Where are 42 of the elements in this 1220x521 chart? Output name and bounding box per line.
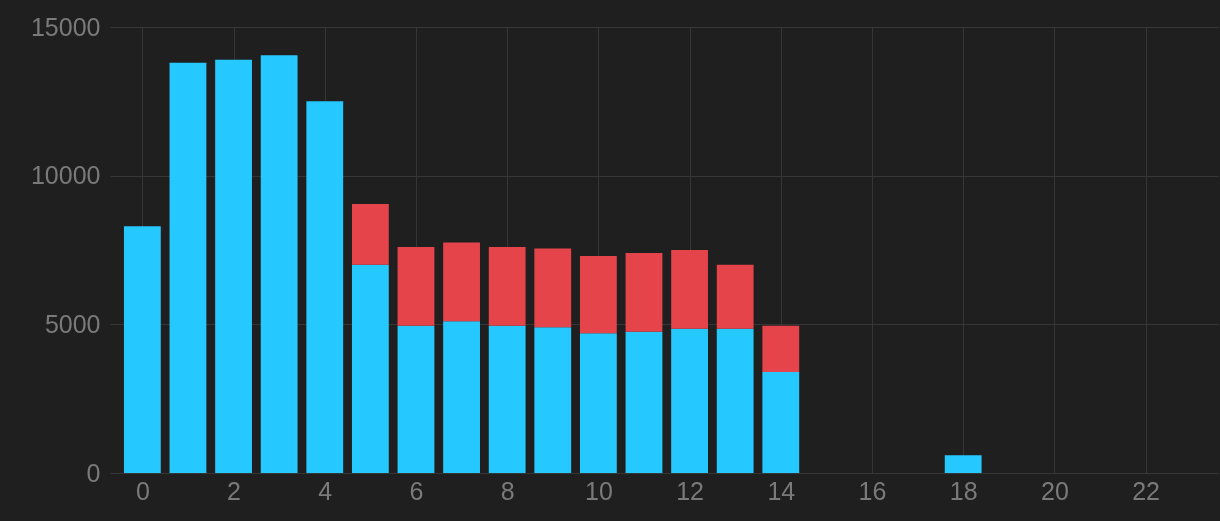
bar — [579, 333, 617, 473]
bar — [488, 247, 526, 326]
x-tick-label: 22 — [1132, 476, 1160, 505]
bar — [169, 62, 207, 473]
bar — [123, 226, 161, 473]
bar — [625, 252, 663, 332]
x-tick-label: 14 — [767, 476, 796, 505]
x-tick-label: 18 — [949, 476, 978, 505]
x-tick-label: 4 — [318, 476, 333, 505]
bar — [215, 59, 252, 473]
bar — [397, 325, 435, 473]
bar — [443, 321, 480, 473]
x-tick-label: 10 — [584, 476, 613, 505]
bar — [716, 328, 754, 473]
x-tick-label: 6 — [409, 476, 424, 505]
bar — [351, 203, 389, 265]
x-tick-label: 20 — [1040, 476, 1069, 505]
bar — [625, 331, 663, 473]
bar — [443, 242, 480, 322]
x-tick-label: 16 — [858, 476, 887, 505]
bar — [488, 325, 526, 473]
bar — [762, 325, 800, 372]
bar — [944, 455, 982, 473]
bar — [716, 264, 754, 329]
y-tick-label: 0 — [86, 458, 101, 487]
y-tick-label: 5000 — [44, 309, 101, 338]
y-tick-label: 15000 — [30, 12, 101, 41]
bar — [397, 247, 435, 326]
bar — [534, 327, 572, 473]
y-tick-label: 10000 — [30, 161, 101, 190]
bar — [671, 250, 708, 329]
bar — [534, 248, 572, 328]
bar — [351, 264, 389, 473]
x-tick-label: 0 — [135, 476, 150, 505]
bar — [306, 101, 344, 473]
bar — [260, 55, 298, 473]
x-tick-label: 8 — [500, 476, 515, 505]
bar — [671, 328, 708, 473]
bar — [579, 255, 617, 334]
bar — [762, 371, 800, 473]
x-tick-label: 2 — [227, 476, 242, 505]
x-tick-label: 12 — [676, 476, 704, 505]
